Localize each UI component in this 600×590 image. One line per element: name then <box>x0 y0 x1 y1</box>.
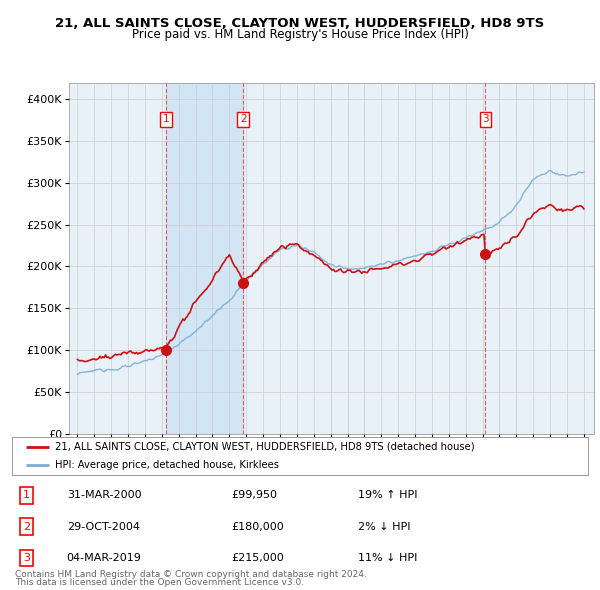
Text: Price paid vs. HM Land Registry's House Price Index (HPI): Price paid vs. HM Land Registry's House … <box>131 28 469 41</box>
Text: £99,950: £99,950 <box>231 490 277 500</box>
Text: 31-MAR-2000: 31-MAR-2000 <box>67 490 142 500</box>
Text: £180,000: £180,000 <box>231 522 284 532</box>
Text: 19% ↑ HPI: 19% ↑ HPI <box>358 490 417 500</box>
Text: 1: 1 <box>23 490 30 500</box>
Text: 2% ↓ HPI: 2% ↓ HPI <box>358 522 410 532</box>
Text: 2: 2 <box>240 114 247 124</box>
Text: HPI: Average price, detached house, Kirklees: HPI: Average price, detached house, Kirk… <box>55 460 279 470</box>
Text: 21, ALL SAINTS CLOSE, CLAYTON WEST, HUDDERSFIELD, HD8 9TS (detached house): 21, ALL SAINTS CLOSE, CLAYTON WEST, HUDD… <box>55 442 475 452</box>
Text: 04-MAR-2019: 04-MAR-2019 <box>67 553 142 563</box>
Bar <box>166 83 244 434</box>
Text: 21, ALL SAINTS CLOSE, CLAYTON WEST, HUDDERSFIELD, HD8 9TS: 21, ALL SAINTS CLOSE, CLAYTON WEST, HUDD… <box>55 17 545 30</box>
Text: 29-OCT-2004: 29-OCT-2004 <box>67 522 140 532</box>
Text: Contains HM Land Registry data © Crown copyright and database right 2024.: Contains HM Land Registry data © Crown c… <box>15 571 367 579</box>
Text: 11% ↓ HPI: 11% ↓ HPI <box>358 553 417 563</box>
Text: 2: 2 <box>23 522 30 532</box>
Text: 3: 3 <box>482 114 489 124</box>
Text: This data is licensed under the Open Government Licence v3.0.: This data is licensed under the Open Gov… <box>15 578 304 587</box>
Text: 3: 3 <box>23 553 30 563</box>
Text: £215,000: £215,000 <box>231 553 284 563</box>
Text: 1: 1 <box>163 114 169 124</box>
